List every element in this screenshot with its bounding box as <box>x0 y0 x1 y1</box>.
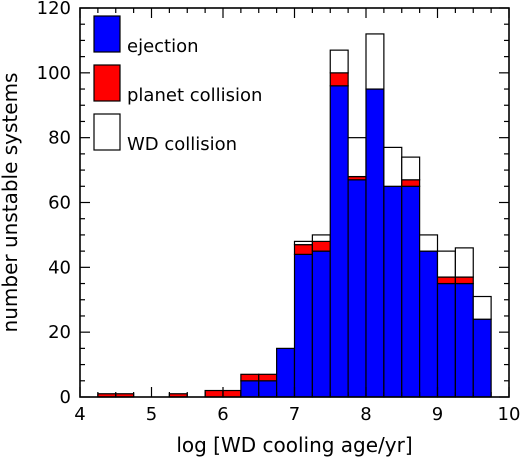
bar-wd-collision-16 <box>383 146 403 187</box>
bar-ejection-15 <box>365 88 385 398</box>
bar-wd-collision-11 <box>293 240 313 246</box>
bar-wd-collision-13 <box>329 49 349 74</box>
bar-planet-collision-8 <box>240 373 260 382</box>
x-tick-label: 7 <box>289 404 300 425</box>
bar-planet-collision-6 <box>204 389 224 398</box>
bar-ejection-9 <box>258 380 278 398</box>
bar-wd-collision-20 <box>454 247 474 278</box>
bar-planet-collision-13 <box>329 72 349 87</box>
bar-ejection-17 <box>401 185 421 398</box>
x-tick-label: 8 <box>360 404 371 425</box>
bar-planet-collision-12 <box>311 240 331 252</box>
bar-planet-collision-11 <box>293 244 313 255</box>
x-tick-label: 10 <box>498 404 520 425</box>
bar-wd-collision-14 <box>347 137 367 178</box>
bar-planet-collision-17 <box>401 179 421 187</box>
bar-ejection-20 <box>454 282 474 398</box>
bar-planet-collision-19 <box>436 276 456 285</box>
x-tick-label: 4 <box>74 404 85 425</box>
legend-label: WD collision <box>127 134 237 155</box>
legend: ejection planet collision WD collision <box>93 15 262 155</box>
bar-wd-collision-17 <box>401 156 421 181</box>
y-tick-label: 60 <box>48 193 71 214</box>
y-tick-label: 120 <box>37 0 71 19</box>
bar-wd-collision-19 <box>436 250 456 278</box>
bar-ejection-19 <box>436 282 456 398</box>
x-axis-label: log [WD cooling age/yr] <box>176 433 412 457</box>
y-tick-label: 0 <box>60 387 71 408</box>
legend-label: ejection <box>127 36 199 57</box>
bar-ejection-8 <box>240 380 260 398</box>
bar-wd-collision-18 <box>419 234 439 252</box>
bar-planet-collision-9 <box>258 373 278 382</box>
y-axis-label: number unstable systems <box>0 73 22 333</box>
bar-ejection-16 <box>383 185 403 398</box>
bar-ejection-10 <box>276 347 296 398</box>
legend-swatch-ejection <box>93 15 121 53</box>
y-tick-label: 100 <box>37 63 71 84</box>
bar-ejection-13 <box>329 85 349 398</box>
bars-layer <box>97 33 492 398</box>
legend-swatch-wd-collision <box>93 113 121 151</box>
ticks-layer <box>79 7 510 398</box>
y-tick-label: 80 <box>48 128 71 149</box>
bar-planet-collision-7 <box>222 389 242 398</box>
y-tick-label: 40 <box>48 257 71 278</box>
bar-ejection-21 <box>472 318 492 398</box>
bar-planet-collision-20 <box>454 276 474 285</box>
y-tick-label: 20 <box>48 322 71 343</box>
bar-ejection-12 <box>311 250 331 398</box>
x-tick-label: 9 <box>432 404 443 425</box>
legend-swatch-planet-collision <box>93 64 121 102</box>
x-tick-label: 6 <box>217 404 228 425</box>
bar-ejection-18 <box>419 250 439 398</box>
bar-wd-collision-21 <box>472 295 492 320</box>
x-tick-label: 5 <box>146 404 157 425</box>
bar-wd-collision-15 <box>365 33 385 90</box>
legend-label: planet collision <box>127 85 262 106</box>
bar-ejection-14 <box>347 179 367 398</box>
bar-wd-collision-12 <box>311 234 331 243</box>
bar-ejection-11 <box>293 253 313 398</box>
